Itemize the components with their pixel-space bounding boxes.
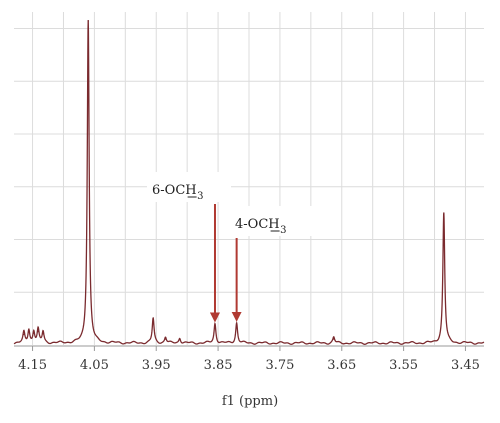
x-tick-label: 3.65 xyxy=(327,358,356,373)
spectrum-plot-area xyxy=(13,19,485,345)
x-tick-label: 4.05 xyxy=(80,358,109,373)
peak-point-6 xyxy=(152,319,154,322)
x-tick-label: 3.85 xyxy=(204,358,233,373)
peak-point-8 xyxy=(179,339,181,341)
annotation-label: 6-OCH xyxy=(152,183,197,198)
x-axis: 4.15 4.05 3.95 3.85 3.75 3.65 3.55 3.45 xyxy=(14,345,484,373)
peak-point-5 xyxy=(87,20,89,22)
annotation-subscript: 3 xyxy=(280,225,286,236)
peak-point-4 xyxy=(42,333,44,335)
peak-point-3 xyxy=(37,330,39,333)
annotations: 6-OCH 34-OCH 3 xyxy=(147,172,314,323)
peak-point-2 xyxy=(33,332,35,334)
peak-point-1 xyxy=(28,331,30,333)
x-axis-title: f1 (ppm) xyxy=(222,394,278,409)
grid xyxy=(14,12,484,345)
peak-point-12 xyxy=(443,213,445,215)
x-tick-label: 4.15 xyxy=(18,358,47,373)
peak-point-10 xyxy=(236,324,238,326)
peak-point-7 xyxy=(164,338,167,340)
annotation-label: 4-OCH xyxy=(235,217,280,232)
x-tick-label: 3.45 xyxy=(451,358,480,373)
annotation-subscript: 3 xyxy=(197,191,203,202)
peak-point-9 xyxy=(214,324,216,326)
peak-point-11 xyxy=(333,338,335,340)
x-tick-label: 3.75 xyxy=(265,358,294,373)
peak-point-0 xyxy=(23,333,25,336)
x-tick-label: 3.55 xyxy=(389,358,418,373)
x-tick-label: 3.95 xyxy=(142,358,171,373)
spectrum-line xyxy=(13,19,485,345)
